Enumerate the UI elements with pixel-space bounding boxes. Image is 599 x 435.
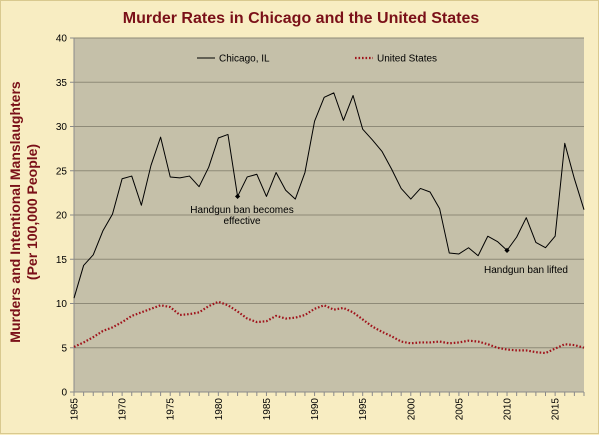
y-tick-label: 25 — [56, 166, 68, 177]
annotation-text: Handgun ban becomes — [190, 205, 293, 216]
legend: Chicago, IL United States — [197, 54, 437, 65]
y-axis-label: Murders and Intentional Manslaughters (P… — [7, 81, 40, 343]
series-line-chicago — [73, 92, 585, 299]
annotation-text: effective — [223, 216, 260, 227]
y-tick-label: 15 — [56, 255, 68, 266]
chart-title: Murder Rates in Chicago and the United S… — [123, 10, 480, 27]
annotation-marker — [234, 193, 241, 200]
x-tick-label: 2010 — [503, 398, 514, 421]
x-tick-label: 1995 — [358, 398, 369, 421]
x-tick-label: 1990 — [310, 398, 321, 421]
x-tick-label: 1965 — [70, 398, 81, 421]
x-tick-label: 2005 — [454, 398, 465, 421]
y-tick-label: 10 — [56, 299, 68, 310]
y-tick-label: 35 — [56, 78, 68, 89]
x-tick-label: 2015 — [551, 398, 562, 421]
y-axis-label-line-2: (Per 100,000 People) — [24, 144, 40, 280]
y-tick-label: 0 — [61, 388, 67, 399]
x-tick-label: 1985 — [262, 398, 273, 421]
axes: 0 5 10 15 20 25 30 35 40 1965 1970 1975 1980 1985 1990… — [56, 34, 585, 421]
y-tick-label: 40 — [56, 34, 68, 45]
grid-lines — [74, 37, 584, 349]
annotation-marker — [504, 247, 510, 253]
legend-label-united-states: United States — [377, 54, 437, 65]
y-tick-label: 5 — [61, 343, 67, 354]
x-tick-label: 2000 — [406, 398, 417, 421]
series-line-united-states — [73, 300, 585, 355]
y-tick-label: 30 — [56, 122, 68, 133]
x-tick-label: 1970 — [118, 398, 129, 421]
x-tick-label: 1980 — [214, 398, 225, 421]
annotation-text: Handgun ban lifted — [484, 265, 568, 276]
series-layer — [73, 92, 585, 355]
legend-label-chicago: Chicago, IL — [219, 54, 270, 65]
x-tick-label: 1975 — [166, 398, 177, 421]
y-axis-label-line-1: Murders and Intentional Manslaughters — [7, 81, 23, 343]
y-tick-label: 20 — [56, 211, 68, 222]
